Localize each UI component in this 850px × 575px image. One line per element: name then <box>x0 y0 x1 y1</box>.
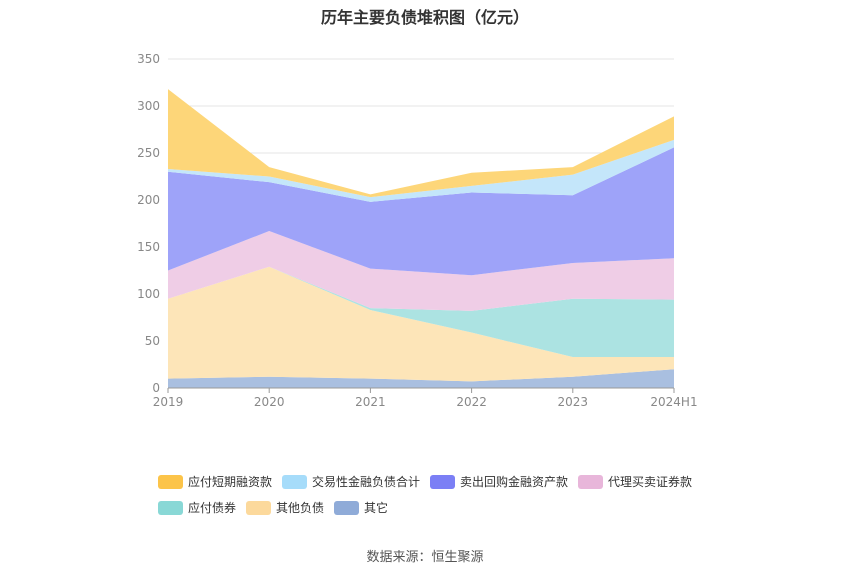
legend-swatch <box>430 474 455 489</box>
legend-item[interactable]: 其它 <box>334 499 388 516</box>
axes: 0 50 100 150 200 250 300 350 2019 2020 2021 2022 202… <box>137 52 698 409</box>
area-series-3 <box>168 231 674 311</box>
x-tick-label: 2020 <box>254 395 285 409</box>
legend-label: 应付短期融资款 <box>188 475 273 489</box>
legend-label: 其它 <box>364 501 389 515</box>
legend-swatch <box>158 500 183 515</box>
data-source: 数据来源：恒生聚源 <box>366 550 484 565</box>
area-series-5 <box>168 139 674 202</box>
y-tick-label: 350 <box>137 52 160 66</box>
area-series-2 <box>168 266 674 357</box>
legend-item[interactable]: 交易性金融负债合计 <box>282 473 420 490</box>
y-tick-label: 50 <box>145 334 160 348</box>
y-tick-label: 100 <box>137 287 160 301</box>
y-tick-label: 250 <box>137 146 160 160</box>
legend-item[interactable]: 应付债券 <box>158 499 236 516</box>
legend-item[interactable]: 代理买卖证券款 <box>578 473 692 490</box>
x-tick-label: 2021 <box>355 395 386 409</box>
legend-swatch <box>246 500 271 515</box>
legend-item[interactable]: 其他负债 <box>246 499 324 516</box>
area-series-0 <box>168 369 674 388</box>
area-series-1 <box>168 266 674 382</box>
y-tick-label: 200 <box>137 193 160 207</box>
x-tick-label: 2024H1 <box>650 395 697 409</box>
y-tick-label: 300 <box>137 99 160 113</box>
y-tick-label: 0 <box>152 381 160 395</box>
legend-swatch <box>158 474 183 489</box>
y-tick-label: 150 <box>137 240 160 254</box>
legend-swatch <box>334 500 359 515</box>
x-tick-label: 2022 <box>456 395 487 409</box>
area-series <box>168 89 674 388</box>
chart-title: 历年主要负债堆积图（亿元） <box>320 8 529 27</box>
legend-label: 卖出回购金融资产款 <box>460 475 569 489</box>
legend-label: 交易性金融负债合计 <box>312 475 421 489</box>
legend-label: 代理买卖证券款 <box>608 475 693 489</box>
legend-item[interactable]: 卖出回购金融资产款 <box>430 473 568 490</box>
area-series-4 <box>168 147 674 276</box>
x-tick-label: 2019 <box>153 395 184 409</box>
legend-item[interactable]: 应付短期融资款 <box>158 473 272 490</box>
x-tick-label: 2023 <box>558 395 589 409</box>
legend-swatch <box>282 474 307 489</box>
area-series-6 <box>168 89 674 198</box>
stacked-area-chart: 0 50 100 150 200 250 300 350 2019 2020 2021 2022 202… <box>137 52 698 409</box>
legend-label: 其他负债 <box>276 501 325 515</box>
legend-label: 应付债券 <box>188 501 237 515</box>
legend-swatch <box>578 474 603 489</box>
